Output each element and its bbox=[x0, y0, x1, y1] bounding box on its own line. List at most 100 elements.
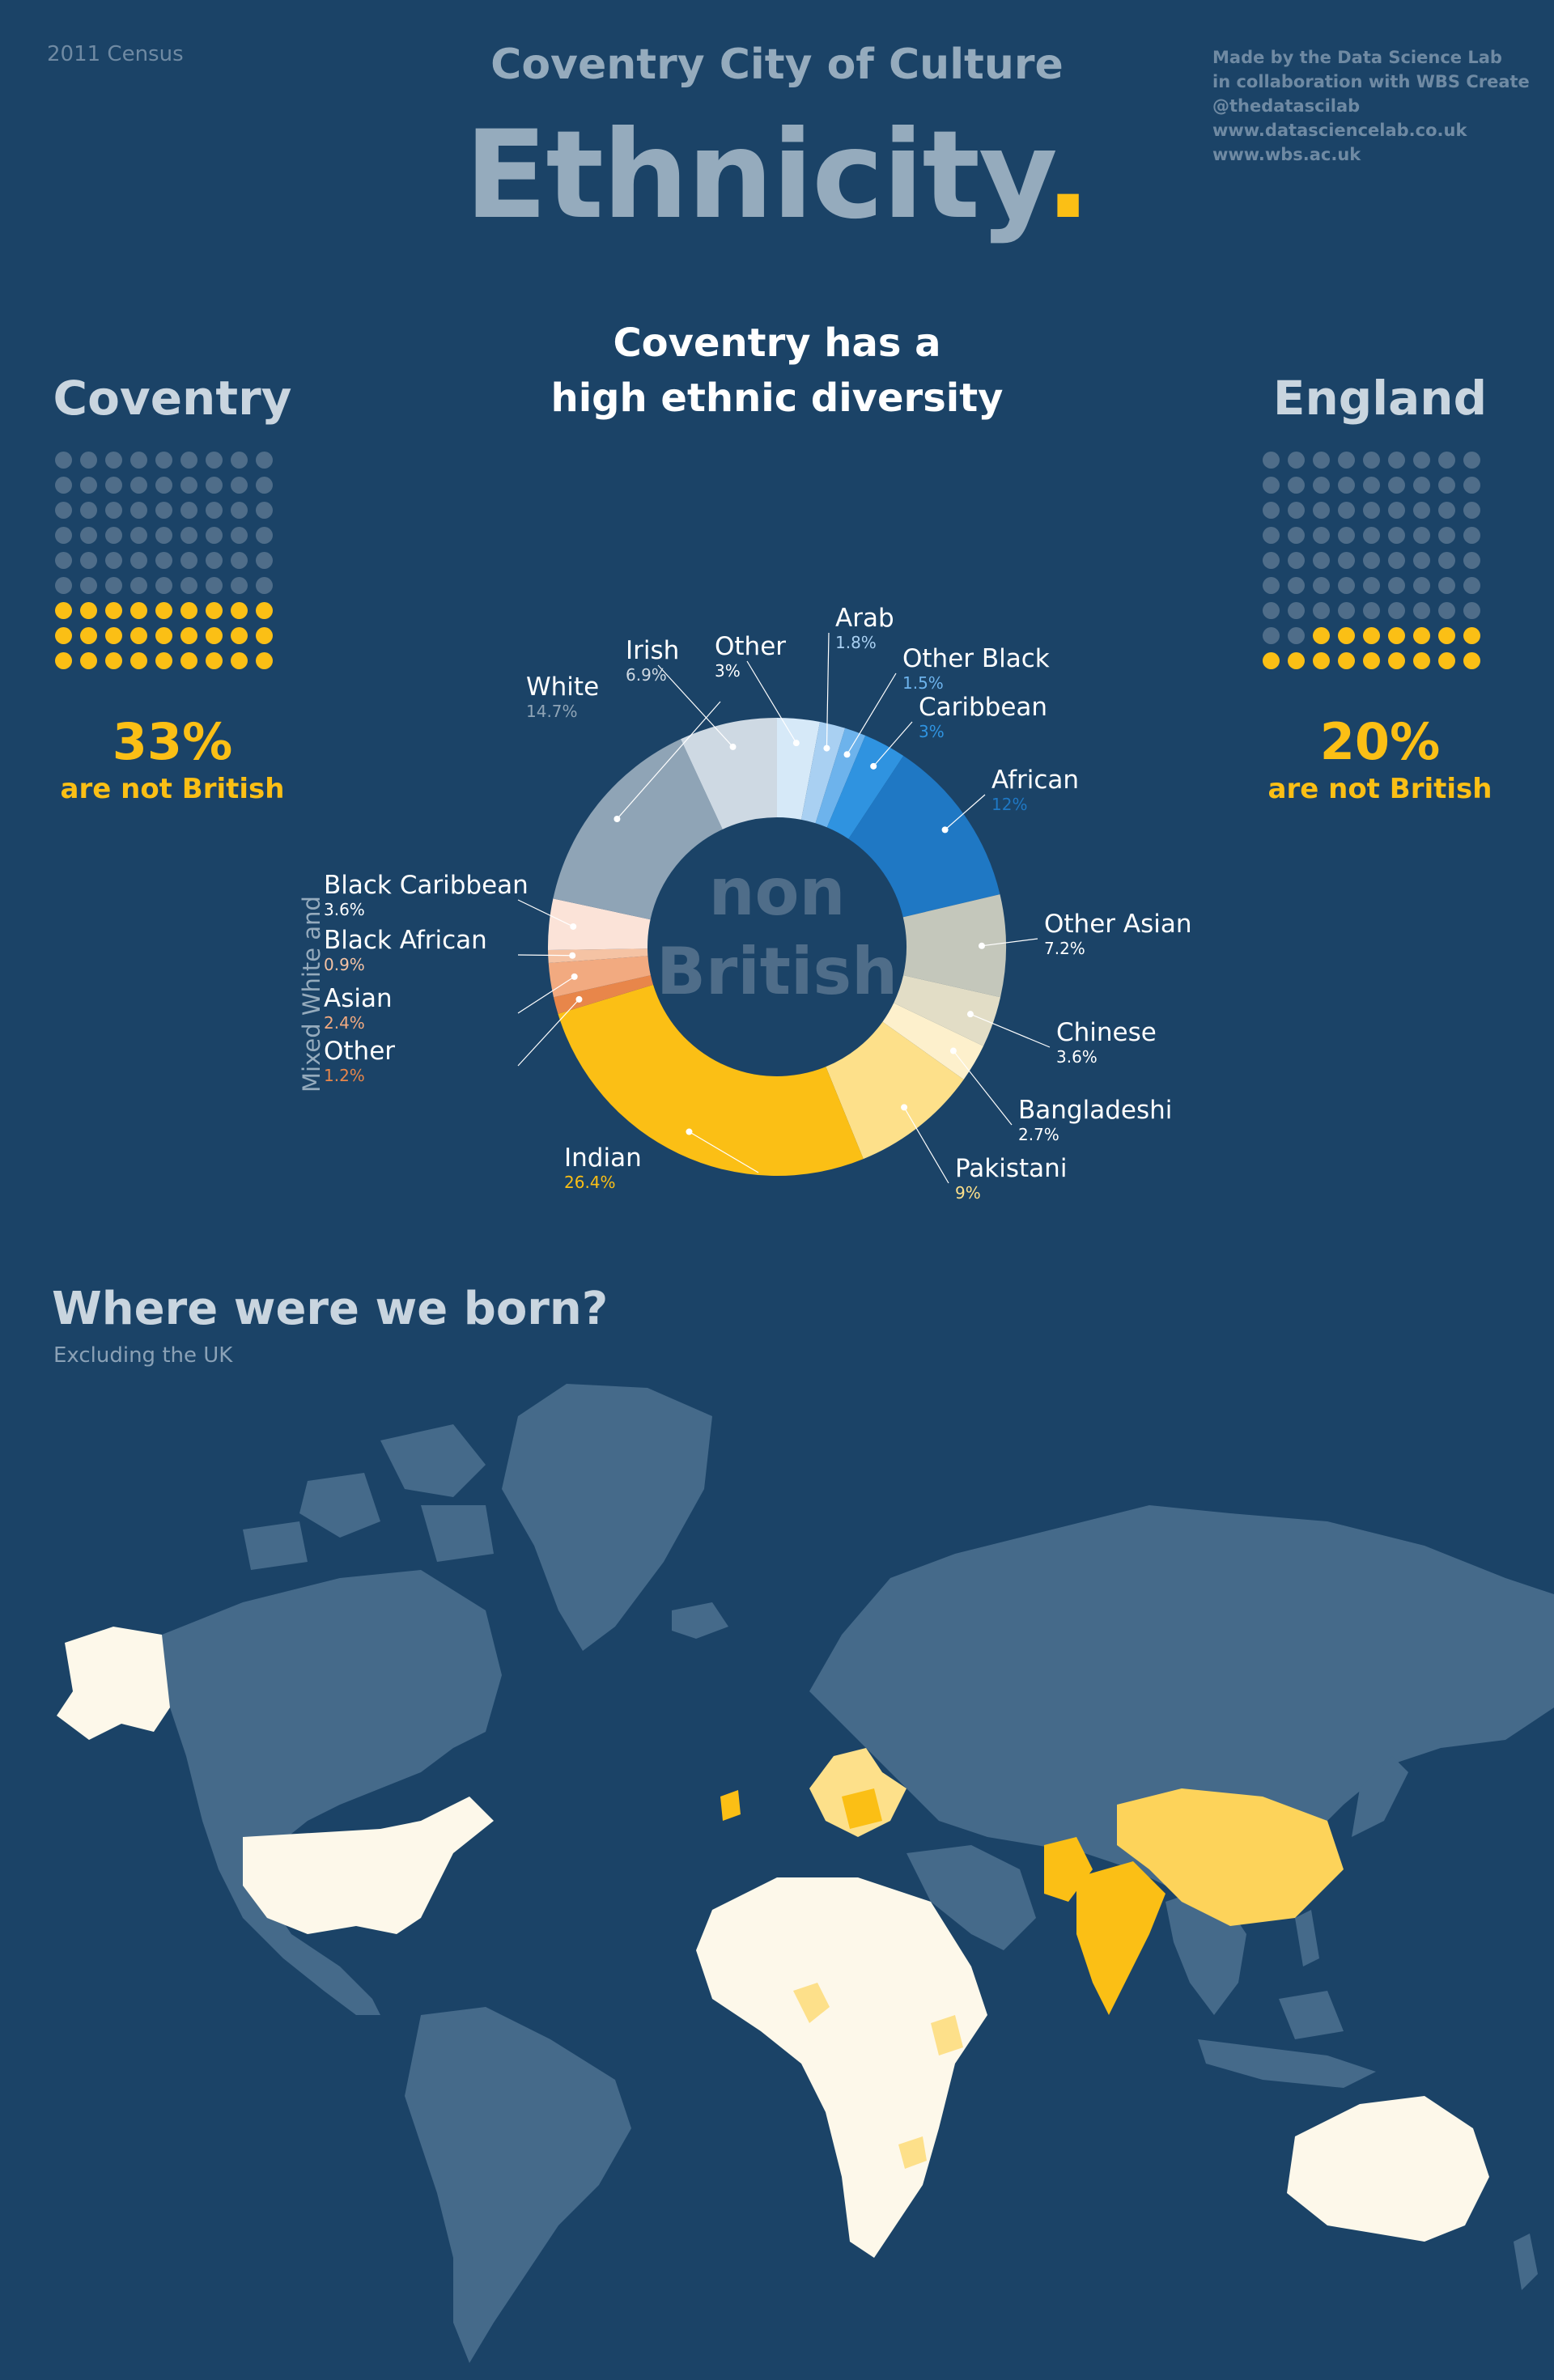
arctic-islands-shape bbox=[243, 1521, 308, 1570]
title-dot: . bbox=[1045, 105, 1091, 246]
leader-line bbox=[746, 660, 797, 744]
north-america-shape bbox=[146, 1570, 502, 2015]
map-subtitle: Excluding the UK bbox=[53, 1343, 233, 1368]
population-dot bbox=[180, 652, 197, 669]
slice-label: Indian 26.4% bbox=[564, 1143, 642, 1192]
population-dot bbox=[130, 502, 147, 519]
population-dot bbox=[1388, 527, 1405, 544]
population-dot bbox=[256, 652, 273, 669]
slice-label: Other 1.2% bbox=[324, 1037, 395, 1085]
donut-slice bbox=[848, 756, 1000, 918]
population-dot bbox=[1263, 502, 1280, 519]
population-dot bbox=[180, 627, 197, 644]
africa-region bbox=[696, 1877, 987, 2258]
population-dot bbox=[180, 452, 197, 469]
slice-name: Other bbox=[324, 1037, 396, 1066]
population-dot bbox=[256, 477, 273, 494]
population-dot bbox=[1438, 477, 1455, 494]
slice-name: Other Black bbox=[902, 644, 1050, 673]
population-dot bbox=[1463, 452, 1480, 469]
world-birthplace-map bbox=[57, 1384, 1554, 2363]
population-dot bbox=[1463, 652, 1480, 669]
donut-slice bbox=[902, 894, 1007, 998]
population-dot bbox=[1363, 502, 1380, 519]
population-dot bbox=[180, 552, 197, 569]
population-dot bbox=[155, 577, 172, 594]
mixed-group-label: Mixed White and bbox=[298, 896, 325, 1092]
slice-value: 1.8% bbox=[835, 633, 877, 652]
leader-line bbox=[847, 672, 897, 755]
population-dot bbox=[1388, 552, 1405, 569]
leader-line bbox=[517, 954, 573, 957]
population-dot bbox=[1388, 577, 1405, 594]
population-dot bbox=[130, 452, 147, 469]
population-dot bbox=[1413, 552, 1430, 569]
population-dot bbox=[1338, 577, 1355, 594]
population-dot bbox=[1288, 452, 1305, 469]
population-dot bbox=[80, 577, 97, 594]
population-dot bbox=[1438, 602, 1455, 619]
population-dot bbox=[1463, 477, 1480, 494]
england-dot-grid bbox=[1259, 448, 1484, 673]
population-dot bbox=[105, 477, 122, 494]
population-dot bbox=[1438, 652, 1455, 669]
leader-line bbox=[953, 1050, 1013, 1126]
donut-slice bbox=[548, 898, 651, 951]
population-dot bbox=[1313, 602, 1330, 619]
slice-value: 3% bbox=[919, 722, 945, 741]
slice-value: 2.4% bbox=[324, 1013, 365, 1033]
population-dot bbox=[1363, 627, 1380, 644]
slice-label: African 12% bbox=[991, 766, 1079, 814]
slice-label: White 14.7% bbox=[526, 672, 599, 721]
donut-slice bbox=[882, 1003, 984, 1080]
population-dot bbox=[105, 552, 122, 569]
population-dot bbox=[1413, 527, 1430, 544]
population-dot bbox=[1263, 602, 1280, 619]
population-dot bbox=[1313, 527, 1330, 544]
population-dot bbox=[55, 552, 72, 569]
population-dot bbox=[1288, 552, 1305, 569]
population-dot bbox=[231, 627, 248, 644]
census-year: 2011 Census bbox=[47, 42, 184, 66]
donut-slice bbox=[826, 735, 904, 839]
population-dot bbox=[1313, 652, 1330, 669]
eurasia-shape bbox=[809, 1505, 1554, 1886]
population-dot bbox=[1313, 552, 1330, 569]
population-dot bbox=[1438, 552, 1455, 569]
population-dot bbox=[1338, 527, 1355, 544]
leader-line bbox=[517, 976, 575, 1014]
population-dot bbox=[80, 527, 97, 544]
slice-value: 3% bbox=[715, 661, 741, 681]
population-dot bbox=[80, 627, 97, 644]
page-subtitle: Coventry City of Culture bbox=[490, 40, 1064, 89]
chart-headline: Coventry has a high ethnic diversity bbox=[0, 316, 1554, 426]
population-dot bbox=[130, 602, 147, 619]
population-dot bbox=[1263, 552, 1280, 569]
population-dot bbox=[1313, 452, 1330, 469]
map-title: Where were we born? bbox=[52, 1283, 609, 1335]
population-dot bbox=[155, 452, 172, 469]
slice-label: Black Caribbean 3.6% bbox=[324, 871, 529, 919]
poland-region bbox=[842, 1788, 882, 1829]
credit-line: www.wbs.ac.uk bbox=[1212, 145, 1361, 164]
population-dot bbox=[1388, 627, 1405, 644]
population-dot bbox=[1438, 627, 1455, 644]
population-dot bbox=[80, 602, 97, 619]
slice-value: 1.5% bbox=[902, 673, 944, 693]
population-dot bbox=[1413, 627, 1430, 644]
slice-label: Caribbean 3% bbox=[919, 693, 1047, 741]
slice-value: 26.4% bbox=[564, 1173, 616, 1192]
population-dot bbox=[1263, 452, 1280, 469]
england-percent: 20% bbox=[1319, 712, 1441, 771]
title-text: Ethnicity bbox=[464, 105, 1047, 246]
population-dot bbox=[155, 552, 172, 569]
population-dot bbox=[55, 652, 72, 669]
population-dot bbox=[1413, 452, 1430, 469]
slice-name: Black Caribbean bbox=[324, 871, 529, 900]
arctic-islands-shape bbox=[299, 1473, 380, 1538]
slice-value: 14.7% bbox=[526, 702, 578, 721]
slice-name: Chinese bbox=[1056, 1018, 1157, 1047]
iceland-shape bbox=[672, 1602, 728, 1639]
population-dot bbox=[231, 652, 248, 669]
slice-name: White bbox=[526, 672, 600, 702]
